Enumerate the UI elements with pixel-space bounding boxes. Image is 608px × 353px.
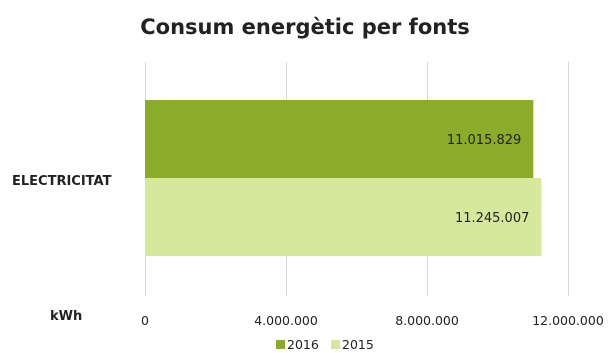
category-label: ELECTRICITAT	[12, 174, 112, 189]
x-tick-label-0: 0	[141, 313, 149, 328]
x-axis-unit-label: kWh	[50, 309, 82, 324]
bar-2015	[145, 178, 542, 256]
data-label-2015: 11.245.007	[455, 211, 529, 226]
data-labels: 11.015.829 11.245.007	[447, 133, 530, 226]
bars	[145, 100, 542, 256]
x-tick-label-2: 8.000.000	[395, 313, 459, 328]
chart-title: Consum energètic per fonts	[140, 15, 470, 39]
x-tick-labels: 0 4.000.000 8.000.000 12.000.000	[141, 313, 604, 328]
legend: 2016 2015	[276, 337, 374, 352]
legend-swatch-2015	[331, 340, 340, 349]
data-label-2016: 11.015.829	[447, 133, 521, 148]
legend-label-2015: 2015	[342, 337, 374, 352]
bar-2016	[145, 100, 534, 178]
legend-label-2016: 2016	[287, 337, 319, 352]
legend-swatch-2016	[276, 340, 285, 349]
x-tick-label-3: 12.000.000	[532, 313, 604, 328]
x-tick-label-1: 4.000.000	[254, 313, 318, 328]
